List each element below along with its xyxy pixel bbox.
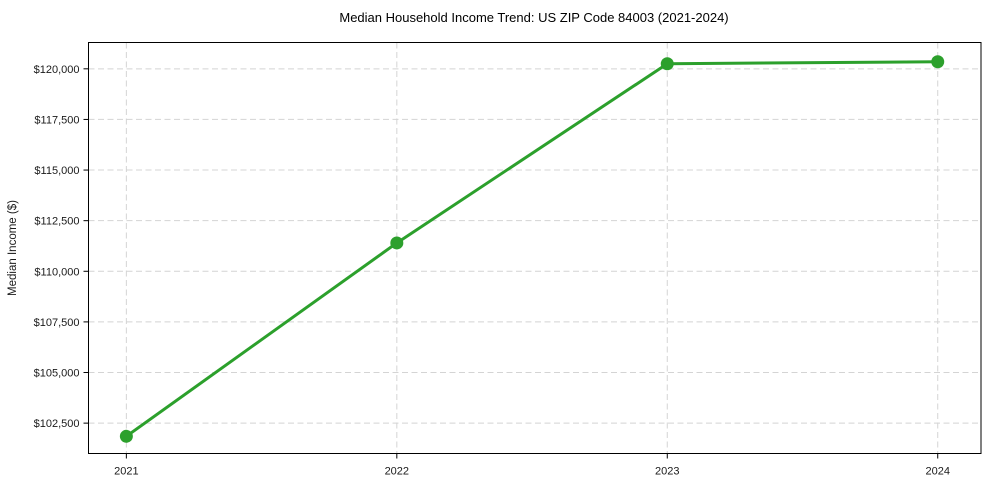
data-point-2023 <box>660 57 674 71</box>
data-point-2024 <box>931 55 945 69</box>
y-tick-label: $110,000 <box>34 266 79 278</box>
trend-line <box>124 60 940 438</box>
data-point-2022 <box>390 236 404 250</box>
x-tick-labels: 2021 2022 2023 2024 <box>114 466 950 478</box>
x-tick-label: 2022 <box>385 466 409 478</box>
y-tick-label: $115,000 <box>34 165 79 177</box>
x-tick-label: 2021 <box>114 466 138 478</box>
y-tick-label: $120,000 <box>34 64 80 76</box>
y-tick-label: $112,500 <box>34 216 79 228</box>
data-point-2021 <box>119 429 133 443</box>
x-tick-label: 2023 <box>655 466 679 478</box>
y-tick-labels: $102,500 $105,000 $107,500 $110,000 $112,500… <box>34 64 80 430</box>
y-tick-label: $107,500 <box>34 317 80 329</box>
chart-title: Median Household Income Trend: US ZIP Co… <box>339 10 728 25</box>
gridlines <box>88 42 981 454</box>
y-tick-label: $102,500 <box>34 418 80 430</box>
y-tick-label: $105,000 <box>34 368 80 380</box>
y-tick-label: $117,500 <box>34 114 79 126</box>
trend-series <box>119 55 945 443</box>
plot-border <box>88 42 982 454</box>
axis-ticks <box>83 68 939 459</box>
y-axis-label: Median Income ($) <box>7 200 19 296</box>
x-tick-label: 2024 <box>925 466 949 478</box>
